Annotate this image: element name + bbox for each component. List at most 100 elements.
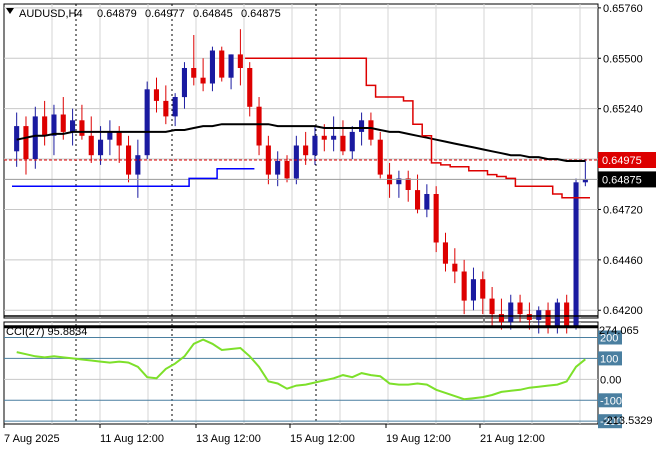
price-axis-label: 0.65240 [603,104,643,116]
candle-body [303,145,309,156]
price-axis-label: 0.64720 [603,205,643,217]
current-price-tag [598,171,656,188]
cci-level-tag [598,393,622,408]
ohlc-close: 0.64875 [241,8,281,20]
candle-body [163,100,169,117]
cci-level-tag [598,330,622,345]
marked-level-value: 0.64975 [602,155,642,167]
candle-body [321,135,327,140]
candle-body [312,135,318,156]
candle-body [470,279,476,301]
candle-body [265,145,271,175]
cci-panel [4,336,598,422]
candle-body [126,145,132,175]
ohlc-high: 0.64977 [145,8,185,20]
candle-body [107,131,113,140]
price-axis-label: 0.65500 [603,53,643,65]
indicator-lines [4,57,598,329]
candle-body [256,106,262,146]
time-axis-label: 21 Aug 12:00 [480,433,545,445]
lower-envelope-line [12,168,255,187]
candle-body [79,120,85,136]
candle-body [517,302,523,315]
candle-body [573,182,579,326]
candle-body [23,126,29,160]
candle-body [526,314,532,320]
candle-body [498,314,504,322]
time-axis-label: 19 Aug 12:00 [386,433,451,445]
candle-body [144,89,150,156]
candle-body [172,97,178,117]
candle-body [116,131,122,146]
marked-level-tag [598,152,656,168]
current-price-value: 0.64875 [602,174,642,186]
candle-body [228,54,234,78]
cci-level-tag [598,414,622,429]
candle-body [545,310,551,326]
candle-body [42,116,48,136]
candle-body [489,298,495,315]
candle-body [433,194,439,243]
candle-body [293,145,299,179]
candle-body [209,50,215,84]
candle-body [51,114,57,136]
candle-body [564,302,570,326]
candle-body [349,131,355,152]
ohlc-open: 0.64879 [97,8,137,20]
long-moving-average-line [16,123,586,162]
price-axis-label: 0.64200 [603,305,643,317]
cci-axis-label: 0.00 [600,374,621,386]
cci-axis-label: -100 [600,395,622,407]
candle-body [98,139,104,156]
collapse-arrow-icon[interactable] [6,8,14,14]
candle-body [554,302,560,326]
candle-body [181,68,187,98]
candle-body [582,179,588,183]
candle-body [32,116,38,159]
upper-envelope-line [245,57,590,199]
candle-body [219,50,225,78]
candle-body [452,263,458,272]
cci-level-tag [598,351,622,366]
candle-body [480,279,486,299]
candle-body [405,178,411,190]
symbol-label: AUDUSD,H4 [19,8,83,20]
time-axis-label: 13 Aug 12:00 [196,433,261,445]
cci-axis-label: 200 [600,333,618,345]
time-axis-label: 11 Aug 12:00 [100,433,164,445]
cci-label: CCI(27) 95.8834 [6,326,87,338]
time-axis-label: 7 Aug 2025 [4,433,60,445]
candle-body [442,242,448,264]
price-axis-label: 0.65760 [603,3,643,15]
chart-grid [3,3,599,425]
candle-body [200,77,206,84]
cci-scale-max: 274.065 [599,325,639,337]
candle-body [60,114,66,132]
axes: 0.657600.655000.652400.649800.647200.644… [3,3,656,445]
candle-body [396,178,402,185]
candle-body [368,120,374,140]
candle-body [284,161,290,179]
candle-body [135,155,141,175]
candle-body [331,135,337,140]
candle-body [275,161,281,175]
candle-body [70,120,76,132]
candle-body [424,194,430,210]
candle-body [461,271,467,301]
candle-body [153,89,159,101]
candle-body [377,139,383,175]
candle-body [536,310,542,320]
cci-axis-label: -200 [600,416,622,428]
candle-body [191,68,197,78]
price-panel-frame [3,3,599,319]
candle-body [340,135,346,152]
cci-axis-label: 100 [600,353,618,365]
time-axis-label: 15 Aug 12:00 [290,433,355,445]
candle-body [415,190,421,210]
candle-body [359,120,365,132]
candle-body [237,54,243,68]
cci-scale-min: -213.5329 [603,415,653,427]
cci-panel-frame [3,321,599,425]
candle-body [88,135,94,156]
